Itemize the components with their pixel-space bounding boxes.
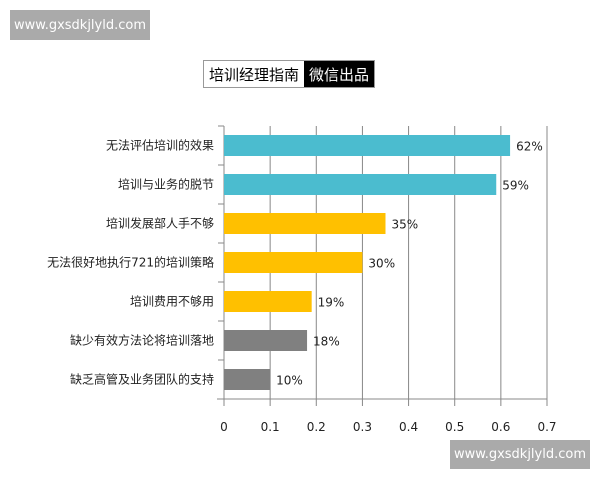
bar [224, 330, 308, 351]
category-label: 培训发展部人手不够 [106, 216, 214, 231]
data-label: 18% [313, 335, 340, 349]
data-label: 59% [502, 179, 529, 193]
bar [224, 252, 363, 273]
category-label: 无法评估培训的效果 [106, 138, 214, 153]
bar [224, 213, 386, 234]
watermark-top: www.gxsdkjlyld.com [10, 10, 150, 40]
bar [224, 174, 497, 195]
x-tick-label: 0.7 [537, 420, 556, 434]
x-tick-label: 0.3 [353, 420, 372, 434]
x-tick-label: 0.2 [307, 420, 326, 434]
data-label: 35% [392, 218, 419, 232]
data-label: 62% [516, 140, 543, 154]
bar [224, 135, 511, 156]
bar [224, 369, 271, 390]
category-label: 培训费用不够用 [130, 294, 214, 309]
x-tick-label: 0 [220, 420, 228, 434]
watermark-bottom: www.gxsdkjlyld.com [450, 440, 590, 469]
x-tick-label: 0.4 [399, 420, 418, 434]
data-label: 10% [276, 374, 303, 388]
bar [224, 291, 312, 312]
category-label: 无法很好地执行721的培训策略 [47, 255, 214, 270]
title-left: 培训经理指南 [209, 65, 300, 84]
x-tick-label: 0.5 [445, 420, 464, 434]
x-tick-label: 0.1 [261, 420, 280, 434]
x-tick-label: 0.6 [491, 420, 510, 434]
data-label: 30% [368, 257, 395, 271]
category-label: 缺乏高管及业务团队的支持 [70, 372, 214, 387]
title-right: 微信出品 [304, 61, 375, 87]
title-box: 培训经理指南 微信出品 [203, 60, 376, 88]
category-label: 培训与业务的脱节 [118, 177, 214, 192]
data-label: 19% [318, 296, 345, 310]
category-label: 缺少有效方法论将培训落地 [70, 333, 214, 348]
